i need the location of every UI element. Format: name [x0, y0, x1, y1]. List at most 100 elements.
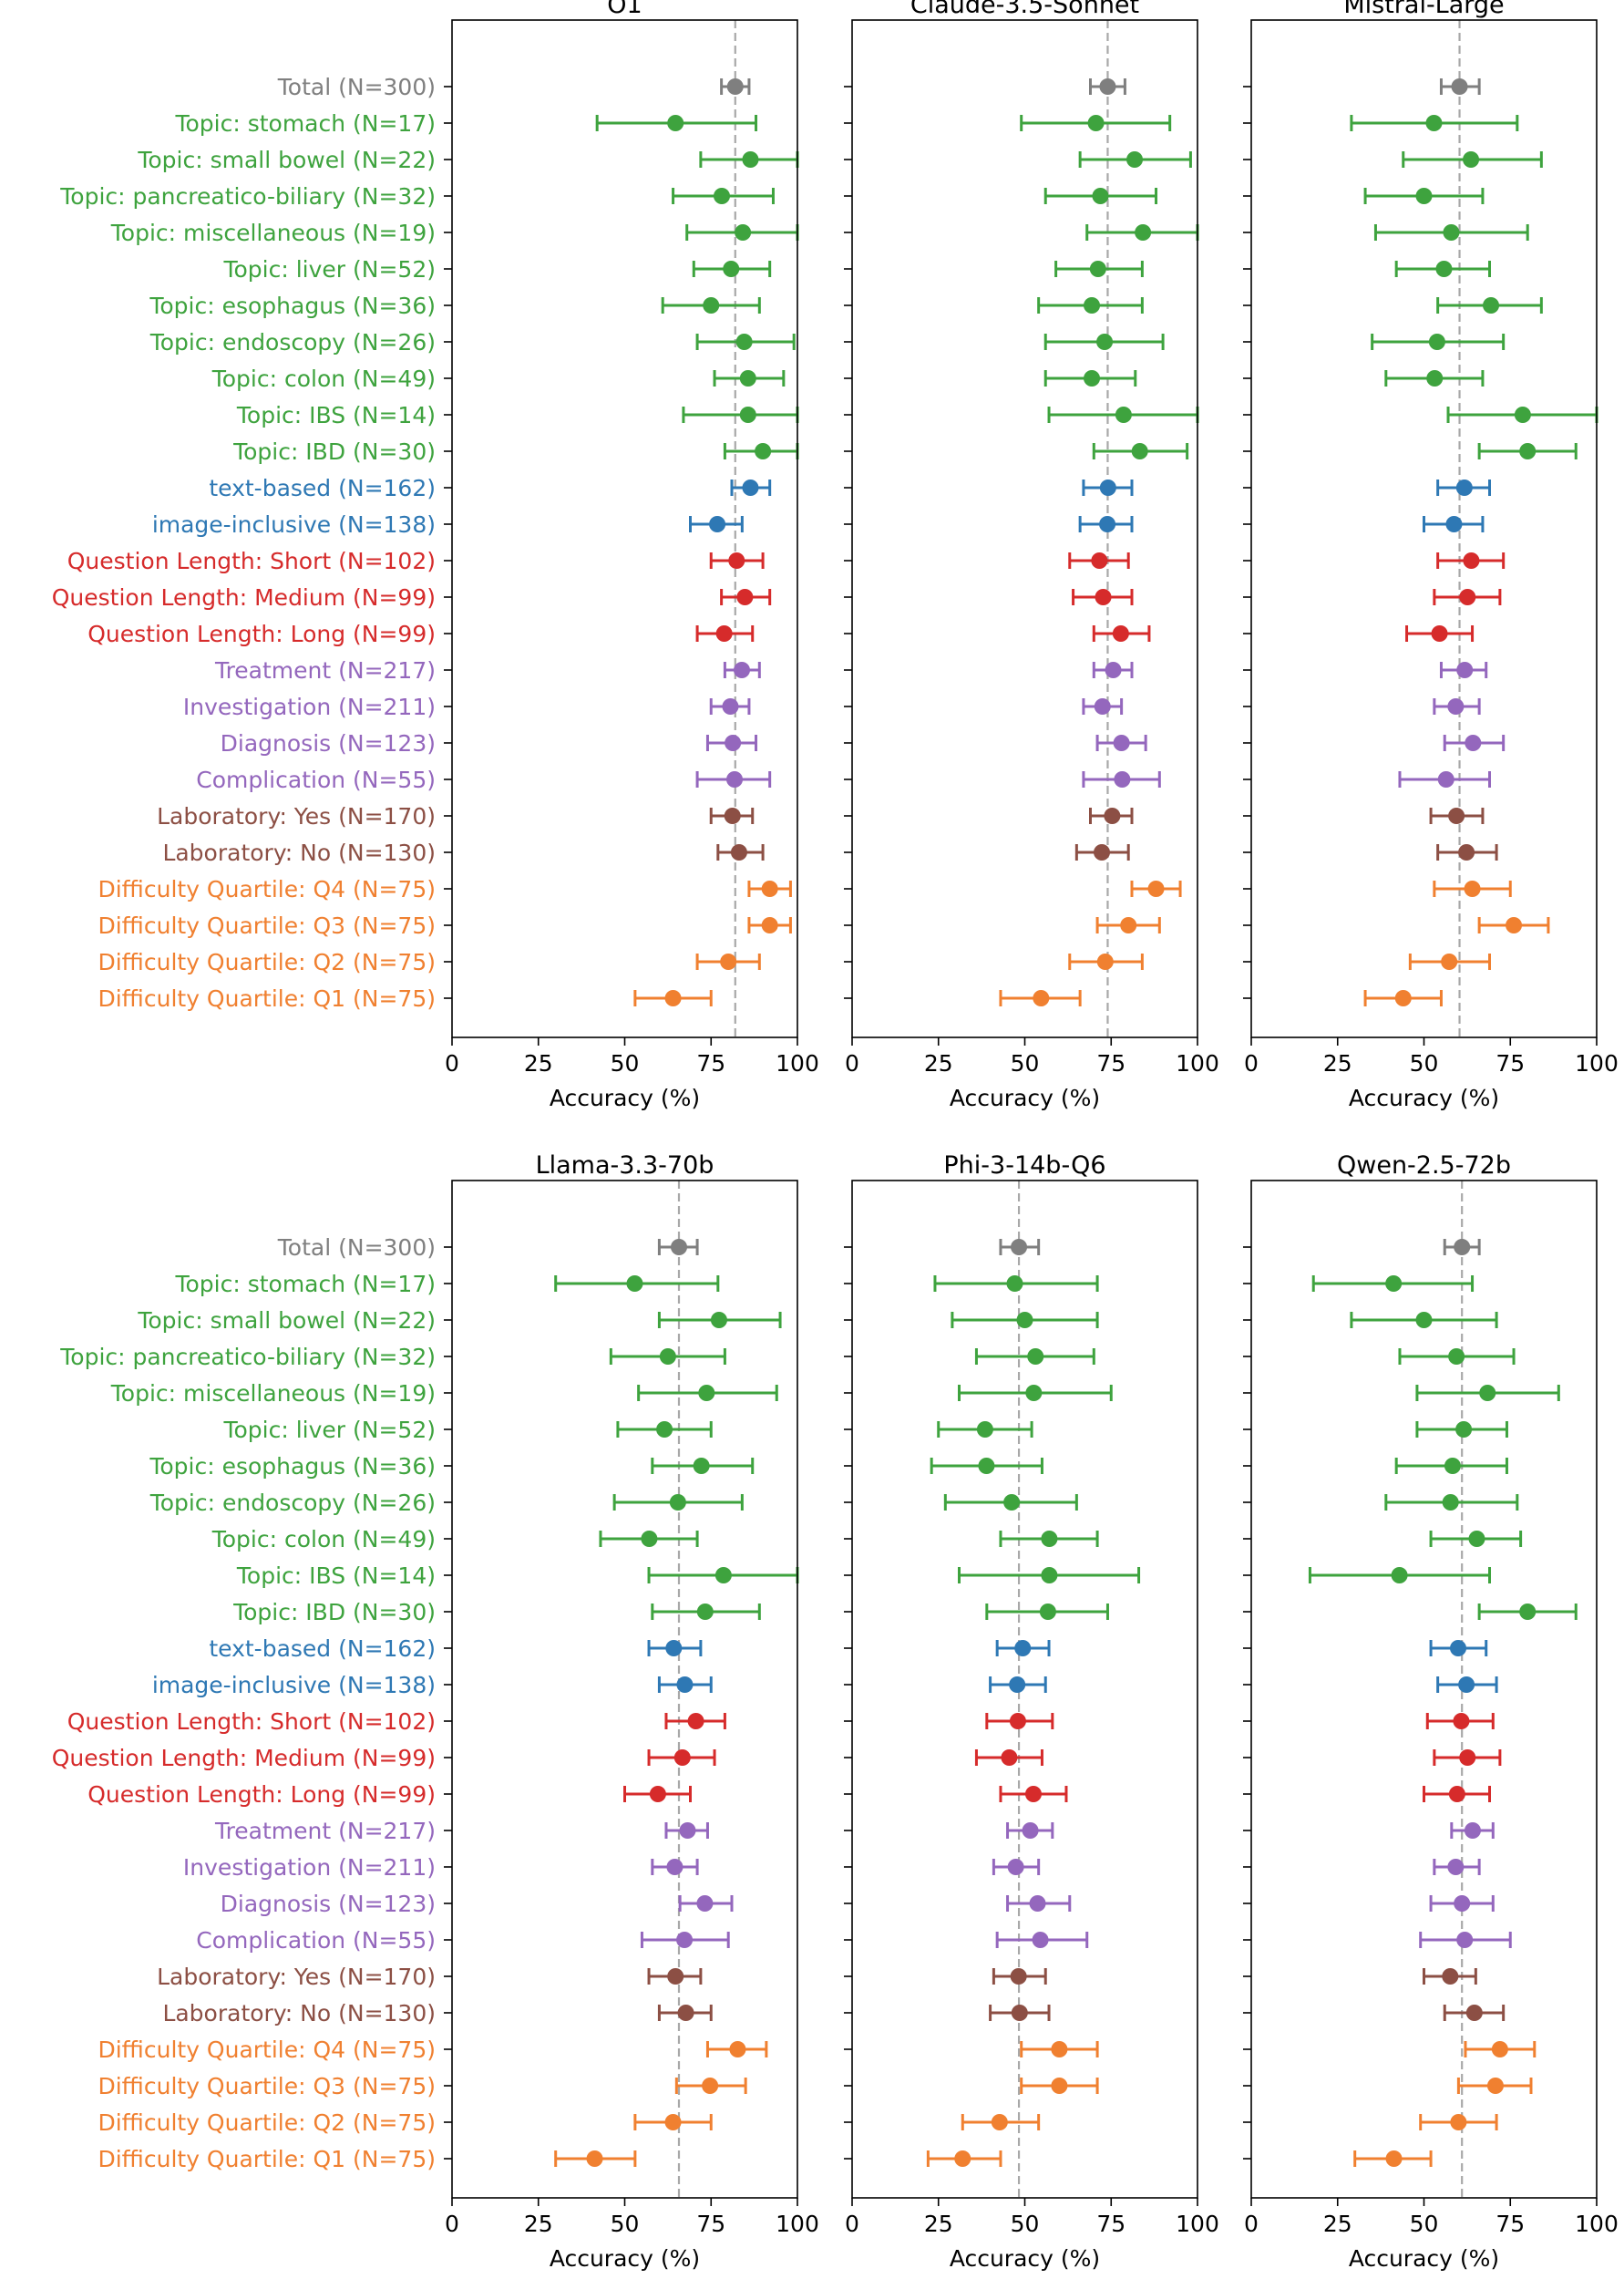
data-point	[735, 334, 753, 350]
data-point	[739, 407, 756, 423]
data-point	[1001, 1749, 1018, 1766]
x-axis-label: Accuracy (%)	[550, 2245, 700, 2272]
data-point	[978, 1458, 995, 1474]
x-tick-label: 50	[611, 1050, 640, 1077]
data-point	[1105, 662, 1122, 678]
data-point	[726, 771, 744, 788]
category-label: Topic: small bowel (N=22)	[137, 1307, 436, 1334]
data-point	[1450, 1640, 1467, 1656]
panel-5: Phi-3-14b-Q6 0 25 50 75 100 Accuracy (%)	[844, 1151, 1219, 2272]
data-point	[730, 844, 747, 861]
data-point	[665, 1640, 683, 1656]
data-point	[1486, 2078, 1504, 2094]
data-point	[1465, 2005, 1483, 2021]
data-point	[1479, 1385, 1496, 1401]
data-point	[676, 1932, 694, 1948]
data-point	[641, 1531, 658, 1547]
category-label: Topic: pancreatico-biliary (N=32)	[59, 183, 436, 210]
x-axis-label: Accuracy (%)	[950, 1085, 1100, 1111]
data-point	[742, 480, 759, 496]
data-point	[709, 516, 726, 532]
data-point	[1096, 334, 1114, 350]
x-tick-label: 25	[1323, 1050, 1352, 1077]
category-label: Total (N=300)	[277, 74, 436, 100]
category-label: Topic: liver (N=52)	[222, 1417, 436, 1443]
category-label: Topic: miscellaneous (N=19)	[110, 1380, 436, 1407]
plot-frame	[451, 19, 798, 1038]
data-point	[1084, 297, 1101, 314]
x-tick-label: 100	[776, 1050, 819, 1077]
data-point	[1114, 771, 1131, 788]
x-axis-label: Accuracy (%)	[950, 2245, 1100, 2272]
x-tick-label: 100	[776, 2211, 819, 2237]
data-point	[1385, 2150, 1403, 2167]
data-point	[1099, 78, 1116, 95]
category-label: Laboratory: Yes (N=170)	[157, 803, 436, 830]
data-point	[1445, 516, 1463, 532]
category-label: Difficulty Quartile: Q2 (N=75)	[98, 949, 436, 975]
data-point	[1491, 2041, 1508, 2057]
data-point	[666, 1859, 684, 1875]
data-point	[722, 698, 739, 715]
data-point	[1519, 443, 1537, 459]
data-point	[664, 990, 682, 1006]
category-label: Topic: endoscopy (N=26)	[149, 329, 436, 356]
data-point	[1451, 78, 1468, 95]
category-label: Topic: IBD (N=30)	[232, 1599, 436, 1625]
data-point	[1089, 261, 1106, 277]
x-tick-label: 75	[1096, 1050, 1125, 1077]
data-point	[1454, 1239, 1471, 1255]
x-tick-label: 0	[445, 2211, 459, 2237]
data-point	[1006, 1275, 1023, 1292]
panel-title: Qwen-2.5-72b	[1337, 1151, 1511, 1180]
category-label: Topic: stomach (N=17)	[174, 1271, 436, 1297]
data-point	[1455, 480, 1473, 496]
category-label: image-inclusive (N=138)	[152, 511, 436, 538]
x-tick-label: 100	[1176, 1050, 1219, 1077]
x-tick-label: 75	[696, 1050, 725, 1077]
category-label: image-inclusive (N=138)	[152, 1672, 436, 1698]
data-point	[1025, 1385, 1043, 1401]
data-point	[1458, 844, 1475, 861]
data-point	[1464, 881, 1481, 897]
data-point	[656, 1421, 673, 1438]
category-label: Topic: esophagus (N=36)	[149, 1453, 436, 1480]
data-point	[1519, 1604, 1537, 1620]
data-point	[696, 1895, 714, 1912]
data-point	[710, 1312, 727, 1328]
data-point	[742, 151, 759, 168]
data-point	[702, 2078, 719, 2094]
data-point	[664, 2114, 682, 2130]
category-label: Difficulty Quartile: Q2 (N=75)	[98, 2109, 436, 2136]
data-point	[1514, 407, 1531, 423]
data-point	[1463, 151, 1480, 168]
x-tick-label: 100	[1575, 2211, 1619, 2237]
category-label: Treatment (N=217)	[214, 1818, 436, 1844]
data-point	[1443, 224, 1460, 241]
data-point	[761, 881, 778, 897]
x-tick-label: 0	[1244, 1050, 1259, 1077]
x-tick-label: 0	[445, 1050, 459, 1077]
x-axis-label: Accuracy (%)	[1349, 2245, 1499, 2272]
category-label: Investigation (N=211)	[183, 1854, 436, 1881]
category-label: Difficulty Quartile: Q1 (N=75)	[98, 2146, 436, 2172]
data-point	[586, 2150, 603, 2167]
x-tick-label: 50	[1410, 1050, 1439, 1077]
data-point	[1459, 1749, 1476, 1766]
data-point	[673, 1749, 691, 1766]
data-point	[1009, 1676, 1026, 1693]
data-point	[1483, 297, 1500, 314]
data-point	[1506, 917, 1523, 933]
data-point	[696, 1604, 714, 1620]
data-point	[735, 224, 752, 241]
category-label: Laboratory: No (N=130)	[162, 2000, 436, 2026]
data-point	[1016, 1312, 1033, 1328]
category-label: Topic: stomach (N=17)	[174, 110, 436, 137]
data-point	[1096, 954, 1114, 970]
panel-title: Llama-3.3-70b	[536, 1151, 714, 1180]
category-label: Question Length: Long (N=99)	[87, 621, 436, 647]
data-point	[723, 261, 740, 277]
category-label: Question Length: Medium (N=99)	[52, 1745, 436, 1771]
data-point	[1099, 516, 1116, 532]
